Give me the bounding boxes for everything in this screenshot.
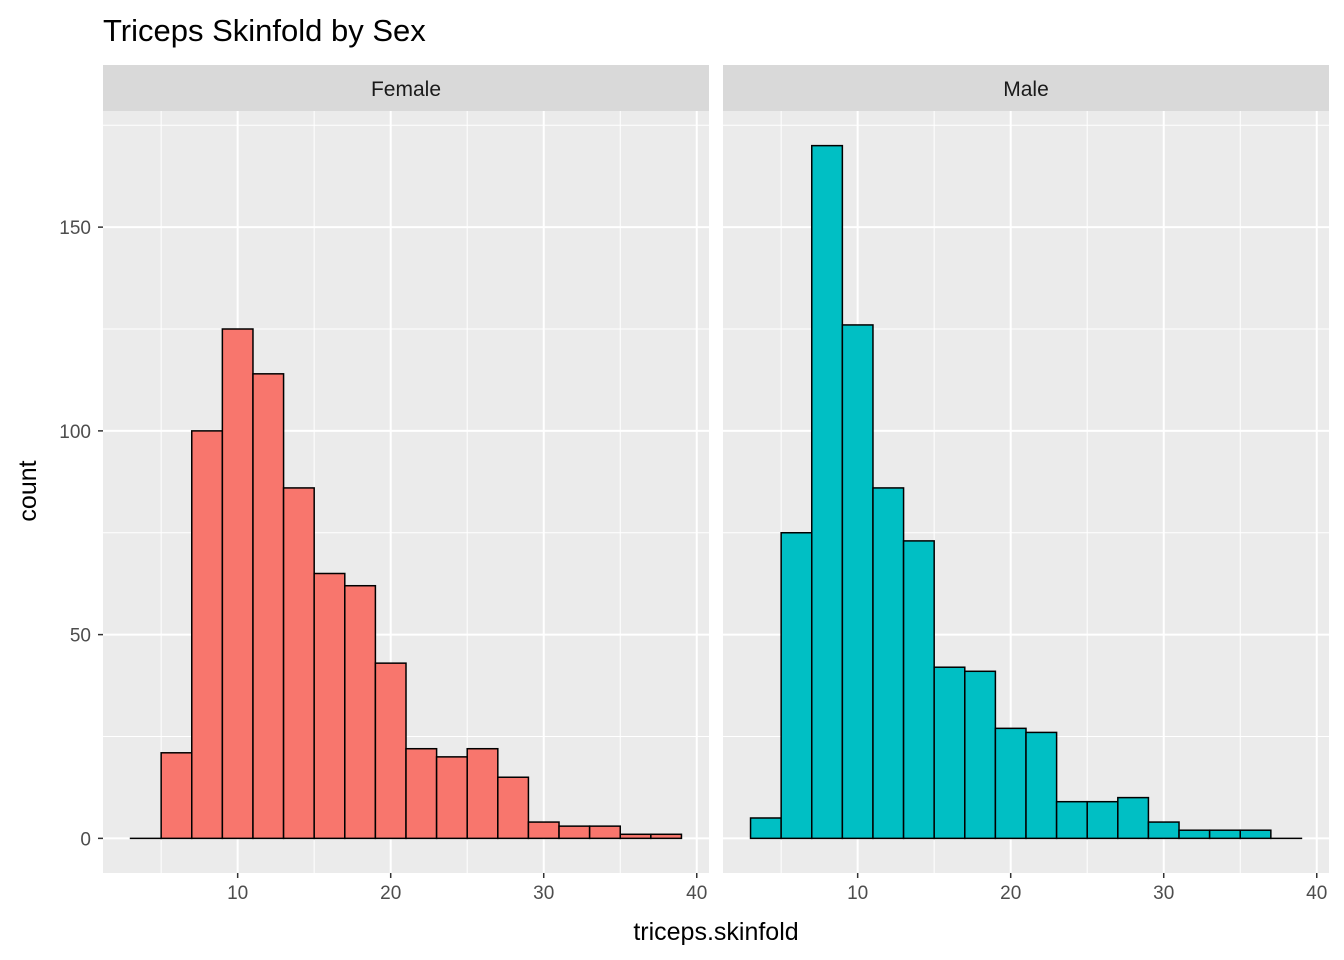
histogram-bar	[435, 756, 468, 840]
histogram-bar	[282, 487, 315, 840]
x-tick-label: 10	[847, 883, 868, 904]
histogram-bar	[964, 670, 997, 840]
x-tick-label: 40	[686, 883, 707, 904]
histogram-bar	[1117, 796, 1150, 840]
facet-male: Male 10 20 30 40	[723, 65, 1329, 904]
facet-strip-male	[723, 65, 1329, 111]
histogram-bar	[1208, 829, 1241, 840]
histogram-bar	[497, 776, 530, 840]
histogram-bar	[313, 572, 346, 840]
histogram-bar	[749, 817, 782, 840]
histogram-bar	[650, 833, 683, 840]
y-axis-title: count	[14, 460, 42, 521]
x-tick-label: 40	[1306, 883, 1327, 904]
histogram-bar	[558, 825, 591, 840]
histogram-bar	[466, 747, 499, 840]
y-tick-label: 0	[80, 829, 91, 850]
histogram-bar	[933, 666, 966, 840]
x-axis-female: 10 20 30 40	[227, 873, 707, 904]
x-tick-label: 10	[227, 883, 248, 904]
y-axis: 0 50 100 150	[59, 218, 103, 850]
y-tick-label: 50	[70, 626, 91, 647]
histogram-bar	[1055, 800, 1088, 840]
histogram-bar	[811, 144, 844, 840]
histogram-bar	[160, 752, 193, 840]
histogram-bar	[191, 430, 224, 840]
y-tick-label: 100	[59, 422, 91, 443]
plot-panel-male	[723, 111, 1329, 873]
histogram-bar	[780, 531, 813, 840]
histogram-bar	[1025, 731, 1058, 840]
x-tick-label: 30	[533, 883, 554, 904]
facet-label-female: Female	[371, 78, 441, 101]
histogram-bar	[344, 584, 377, 840]
histogram-bar	[1178, 829, 1211, 840]
x-tick-label: 20	[380, 883, 401, 904]
histogram-bar	[1086, 800, 1119, 840]
histogram-bar	[994, 727, 1027, 840]
histogram-bar	[1239, 829, 1272, 840]
histogram-bar	[619, 833, 652, 840]
facet-label-male: Male	[1003, 78, 1049, 101]
histogram-bar	[252, 373, 285, 840]
x-axis-title: triceps.skinfold	[633, 918, 798, 946]
chart-title: Triceps Skinfold by Sex	[103, 13, 426, 48]
histogram-bar	[588, 825, 621, 840]
histogram-bar	[405, 747, 438, 840]
plot-panel-female	[103, 111, 709, 873]
facet-strip-female	[103, 65, 709, 111]
histogram-bar	[872, 487, 905, 840]
histogram-bar	[221, 328, 254, 840]
x-tick-label: 30	[1153, 883, 1174, 904]
x-axis-male: 10 20 30 40	[847, 873, 1327, 904]
histogram-bar	[527, 821, 560, 840]
histogram-bar	[902, 540, 935, 840]
x-tick-label: 20	[1000, 883, 1021, 904]
histogram-bar	[841, 324, 874, 840]
histogram-bar	[374, 662, 407, 840]
facet-female: Female 10 20 30 40	[103, 65, 709, 904]
histogram-bar	[1147, 821, 1180, 840]
y-tick-label: 150	[59, 218, 91, 239]
